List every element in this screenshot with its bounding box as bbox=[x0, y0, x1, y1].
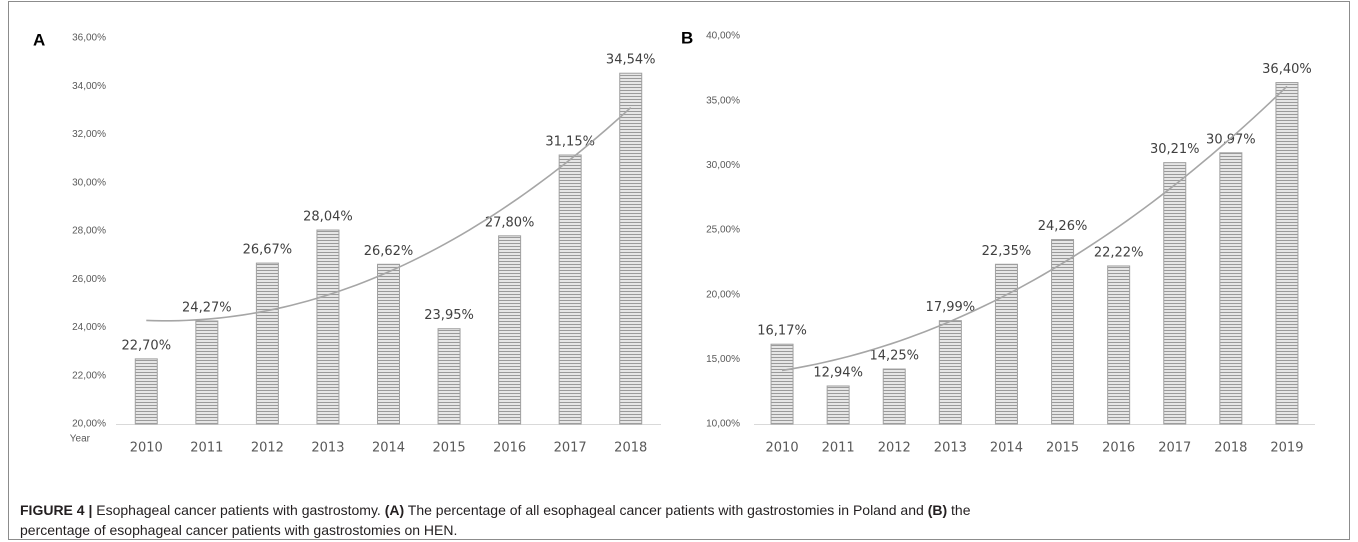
y-tick-label: 30,00% bbox=[706, 160, 740, 171]
value-label: 28,04% bbox=[303, 210, 353, 225]
bar bbox=[195, 320, 219, 425]
value-label: 34,54% bbox=[606, 53, 656, 68]
bar bbox=[1219, 152, 1243, 425]
x-tick-label: 2017 bbox=[1158, 441, 1191, 456]
bar bbox=[882, 368, 906, 425]
value-label: 30,21% bbox=[1150, 142, 1200, 157]
value-label: 24,26% bbox=[1038, 219, 1088, 234]
caption-text: Esophageal cancer patients with gastrost… bbox=[92, 502, 384, 518]
y-tick-label: 20,00% bbox=[706, 289, 740, 300]
y-tick-label: 36,00% bbox=[72, 33, 106, 44]
x-tick-label: 2013 bbox=[934, 441, 967, 456]
value-label: 31,15% bbox=[545, 135, 595, 150]
frame bbox=[8, 1, 1350, 540]
x-tick-label: 2019 bbox=[1270, 441, 1303, 456]
x-tick-label: 2018 bbox=[614, 441, 647, 456]
y-tick-label: 30,00% bbox=[72, 177, 106, 188]
caption-text: percentage of esophageal cancer patients… bbox=[20, 522, 457, 538]
bar bbox=[1051, 239, 1075, 425]
y-tick-label: 10,00% bbox=[706, 419, 740, 430]
y-tick-label: 15,00% bbox=[706, 354, 740, 365]
caption-text: (A) bbox=[385, 502, 404, 518]
value-label: 30,97% bbox=[1206, 132, 1256, 147]
x-tick-label: 2014 bbox=[990, 441, 1023, 456]
panel-label: B bbox=[681, 28, 693, 47]
trendline bbox=[781, 85, 1288, 372]
bar bbox=[558, 154, 582, 425]
y-tick-label: 22,00% bbox=[72, 370, 106, 381]
value-label: 36,40% bbox=[1262, 62, 1312, 77]
bar bbox=[316, 229, 340, 425]
y-tick-label: 20,00% bbox=[72, 419, 106, 430]
x-tick-label: 2012 bbox=[251, 441, 284, 456]
caption-line: percentage of esophageal cancer patients… bbox=[20, 522, 457, 538]
y-tick-label: 35,00% bbox=[706, 95, 740, 106]
bar bbox=[770, 343, 794, 425]
value-label: 14,25% bbox=[869, 349, 919, 364]
caption-text: the bbox=[947, 502, 971, 518]
value-label: 26,67% bbox=[243, 243, 293, 258]
x-axis-label: Year bbox=[70, 434, 91, 445]
x-tick-label: 2017 bbox=[554, 441, 587, 456]
bar bbox=[994, 263, 1018, 425]
caption-text: FIGURE 4 | bbox=[20, 502, 92, 518]
caption-text: (B) bbox=[928, 502, 947, 518]
panel-label: A bbox=[33, 30, 45, 49]
bar bbox=[619, 72, 643, 425]
bar bbox=[826, 385, 850, 425]
x-tick-label: 2013 bbox=[311, 441, 344, 456]
x-tick-label: 2011 bbox=[190, 441, 223, 456]
bar bbox=[1163, 162, 1187, 425]
bar bbox=[437, 328, 461, 425]
trendline bbox=[146, 106, 632, 322]
value-label: 22,70% bbox=[121, 338, 171, 353]
x-tick-label: 2010 bbox=[766, 441, 799, 456]
value-label: 23,95% bbox=[424, 308, 474, 323]
x-tick-label: 2015 bbox=[1046, 441, 1079, 456]
value-label: 22,22% bbox=[1094, 245, 1144, 260]
value-label: 27,80% bbox=[485, 215, 535, 230]
x-tick-label: 2011 bbox=[822, 441, 855, 456]
y-tick-label: 26,00% bbox=[72, 274, 106, 285]
y-tick-label: 34,00% bbox=[72, 81, 106, 92]
caption-text: The percentage of all esophageal cancer … bbox=[404, 502, 928, 518]
y-tick-label: 24,00% bbox=[72, 322, 106, 333]
value-label: 24,27% bbox=[182, 300, 232, 315]
bar bbox=[1107, 265, 1131, 425]
value-label: 12,94% bbox=[813, 365, 863, 380]
x-tick-label: 2010 bbox=[130, 441, 163, 456]
x-tick-label: 2016 bbox=[1102, 441, 1135, 456]
x-tick-label: 2014 bbox=[372, 441, 405, 456]
x-tick-label: 2012 bbox=[878, 441, 911, 456]
value-label: 17,99% bbox=[926, 300, 976, 315]
bar bbox=[938, 320, 962, 425]
x-tick-label: 2016 bbox=[493, 441, 526, 456]
x-tick-label: 2018 bbox=[1214, 441, 1247, 456]
bar bbox=[255, 262, 279, 425]
bar bbox=[1275, 82, 1299, 425]
y-tick-label: 32,00% bbox=[72, 129, 106, 140]
value-label: 22,35% bbox=[982, 244, 1032, 259]
y-tick-label: 25,00% bbox=[706, 225, 740, 236]
bar bbox=[498, 235, 522, 425]
bar bbox=[377, 263, 400, 425]
x-tick-label: 2015 bbox=[433, 441, 466, 456]
y-tick-label: 28,00% bbox=[72, 226, 106, 237]
y-tick-label: 40,00% bbox=[706, 31, 740, 42]
caption-line: FIGURE 4 | Esophageal cancer patients wi… bbox=[20, 502, 971, 518]
value-label: 16,17% bbox=[757, 324, 807, 339]
bar bbox=[134, 358, 158, 425]
value-label: 26,62% bbox=[364, 244, 414, 259]
